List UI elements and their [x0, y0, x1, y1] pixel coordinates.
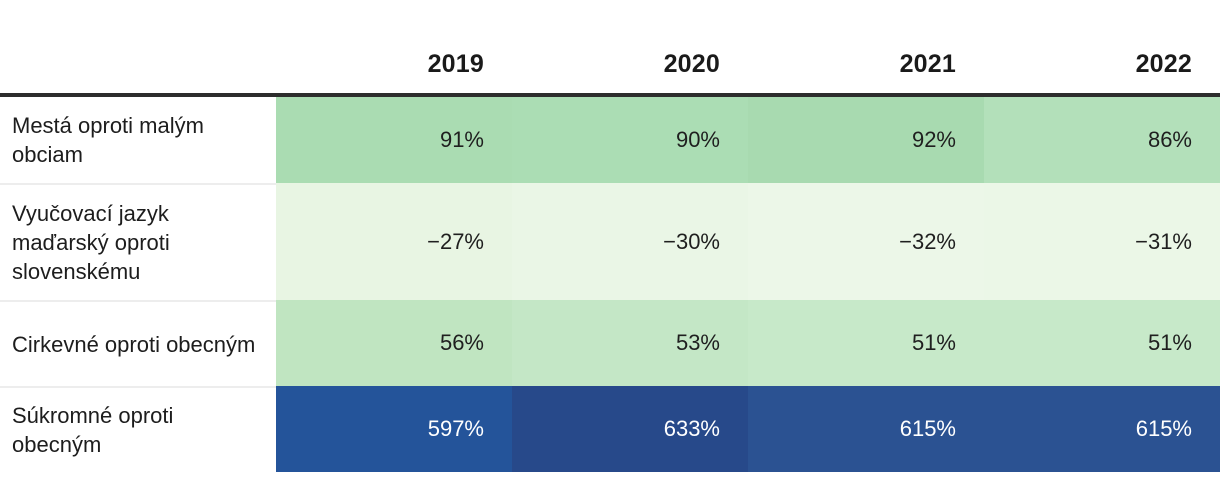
heatmap-cell: −30%: [512, 183, 748, 300]
heatmap-cell: 51%: [748, 300, 984, 386]
row-label: Cirkevné oproti obecným: [0, 300, 276, 386]
column-header-2020: 2020: [512, 0, 748, 97]
heatmap-cell: 86%: [984, 97, 1220, 183]
heatmap-cell: 51%: [984, 300, 1220, 386]
header-corner-cell: [0, 0, 276, 97]
heatmap-cell: 633%: [512, 386, 748, 472]
heatmap-cell: −31%: [984, 183, 1220, 300]
heatmap-cell: −32%: [748, 183, 984, 300]
heatmap-cell: 91%: [276, 97, 512, 183]
heatmap-cell: 90%: [512, 97, 748, 183]
heatmap-cell: 615%: [748, 386, 984, 472]
heatmap-cell: 597%: [276, 386, 512, 472]
heatmap-table: 2019 2020 2021 2022 Mestá oproti malým obcia…: [0, 0, 1220, 472]
heatmap-cell: 53%: [512, 300, 748, 386]
column-header-2021: 2021: [748, 0, 984, 97]
column-header-2019: 2019: [276, 0, 512, 97]
heatmap-cell: −27%: [276, 183, 512, 300]
heatmap-cell: 56%: [276, 300, 512, 386]
heatmap-cell: 615%: [984, 386, 1220, 472]
row-label: Súkromné oproti obecným: [0, 386, 276, 472]
column-header-2022: 2022: [984, 0, 1220, 97]
heatmap-cell: 92%: [748, 97, 984, 183]
row-label: Mestá oproti malým obciam: [0, 97, 276, 183]
row-label: Vyučovací jazyk maďarský oproti slovensk…: [0, 183, 276, 300]
